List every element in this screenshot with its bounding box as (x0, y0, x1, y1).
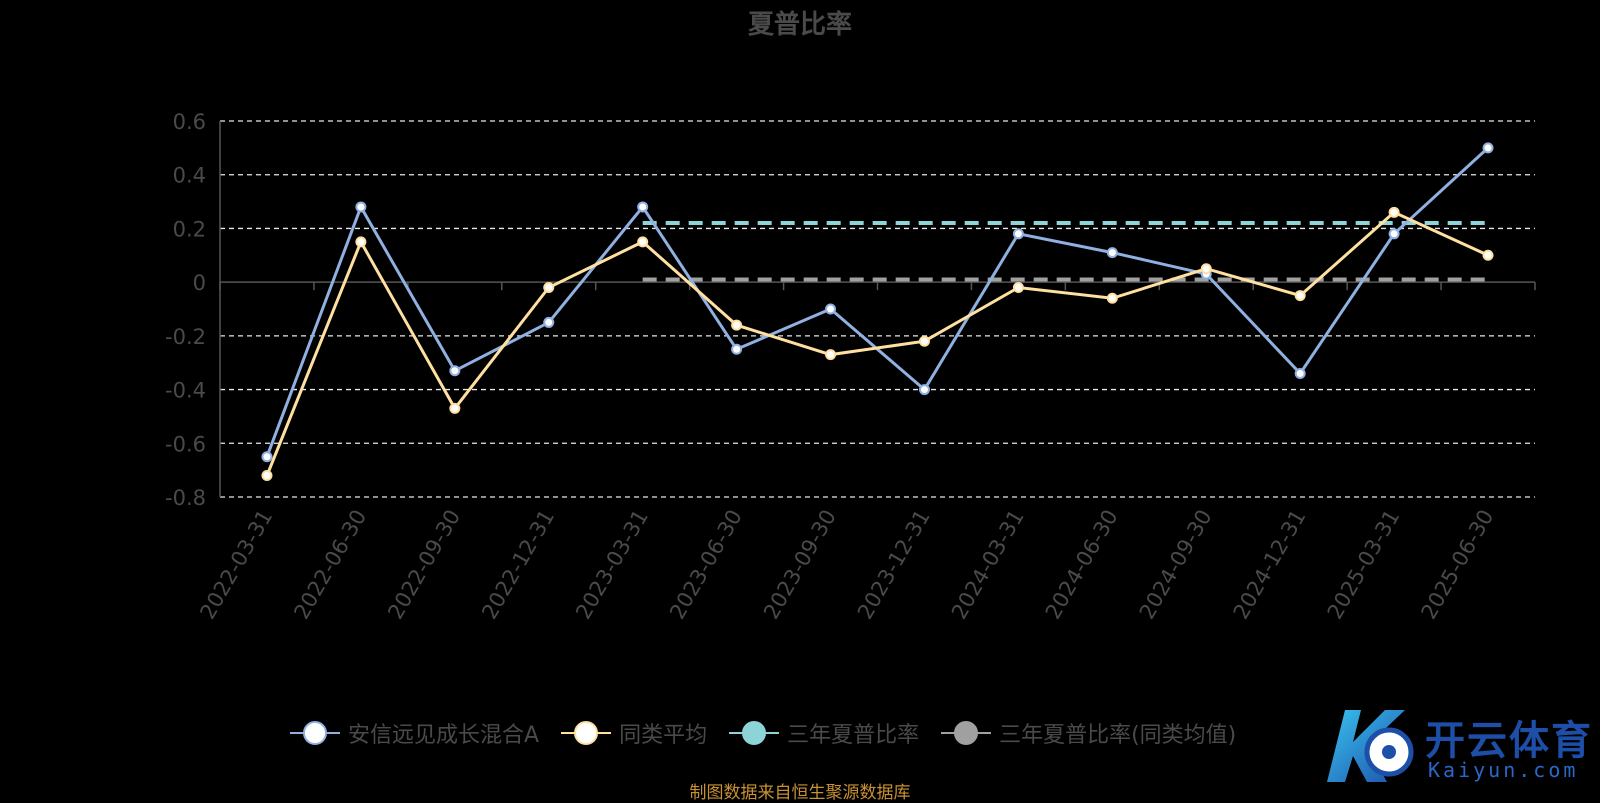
y-tick-label: 0.6 (173, 110, 206, 134)
data-point-0 (1012, 228, 1024, 240)
data-source-note: 制图数据来自恒生聚源数据库 (689, 783, 911, 803)
data-point-0 (261, 451, 273, 463)
data-point-0 (1482, 142, 1494, 154)
data-point-0 (355, 201, 367, 213)
logo-text: 开云体育 (1425, 718, 1593, 764)
data-point-1 (731, 319, 743, 331)
data-point-0 (543, 316, 555, 328)
data-point-1 (355, 236, 367, 248)
data-point-1 (449, 402, 461, 414)
kaiyun-logo: 开云体育 Kaiyun.com (1315, 700, 1595, 790)
data-point-1 (918, 335, 930, 347)
legend-item-three-year-sharpe-average[interactable]: 三年夏普比率(同类均值) (941, 717, 1236, 749)
legend-label-three-year-sharpe-average: 三年夏普比率(同类均值) (999, 723, 1237, 748)
data-point-1 (1388, 206, 1400, 218)
data-point-0 (1106, 247, 1118, 259)
series-line-1 (265, 210, 1489, 477)
x-tick-label: 2022-03-31 (195, 506, 277, 624)
logo-emblem-icon (1327, 710, 1414, 782)
x-tick-label: 2022-12-31 (477, 506, 559, 624)
y-tick-label: 0.4 (173, 164, 206, 188)
chart-legend: 安信远见成长混合A 同类平均 三年夏普比率 三年夏普比率(同类均值) (290, 717, 1258, 749)
y-tick-label: 0 (193, 271, 206, 295)
x-tick-label: 2023-12-31 (853, 506, 935, 624)
x-tick-label: 2022-06-30 (289, 506, 371, 624)
data-point-0 (825, 303, 837, 315)
x-tick-label: 2025-06-30 (1417, 506, 1499, 624)
y-tick-label: 0.2 (173, 217, 206, 241)
x-tick-label: 2024-06-30 (1041, 506, 1123, 624)
data-point-0 (637, 201, 649, 213)
data-point-1 (825, 349, 837, 361)
data-point-1 (1012, 282, 1024, 294)
chart-title: 夏普比率 (747, 10, 852, 40)
y-tick-label: -0.2 (165, 325, 206, 349)
y-tick-label: -0.8 (165, 486, 206, 510)
legend-label-category-average: 同类平均 (619, 723, 708, 748)
data-point-1 (1482, 249, 1494, 261)
y-tick-label: -0.4 (165, 379, 206, 403)
data-point-1 (1294, 290, 1306, 302)
x-tick-label: 2024-09-30 (1135, 506, 1217, 624)
data-point-1 (1200, 263, 1212, 275)
x-tick-label: 2023-06-30 (665, 506, 747, 624)
legend-item-category-average[interactable]: 同类平均 (561, 717, 707, 749)
x-tick-label: 2024-12-31 (1229, 506, 1311, 624)
x-tick-label: 2025-03-31 (1323, 506, 1405, 624)
data-point-1 (543, 282, 555, 294)
legend-label-three-year-sharpe: 三年夏普比率 (787, 723, 920, 748)
legend-item-three-year-sharpe[interactable]: 三年夏普比率 (729, 717, 919, 749)
logo-url: Kaiyun.com (1428, 758, 1579, 782)
data-point-0 (918, 384, 930, 396)
data-point-0 (1294, 367, 1306, 379)
data-point-0 (731, 343, 743, 355)
y-tick-label: -0.6 (165, 432, 206, 456)
x-tick-label: 2024-03-31 (947, 506, 1029, 624)
x-tick-label: 2023-09-30 (759, 506, 841, 624)
data-point-1 (261, 470, 273, 482)
legend-label-fund: 安信远见成长混合A (348, 723, 540, 748)
data-point-1 (637, 236, 649, 248)
legend-item-fund[interactable]: 安信远见成长混合A (290, 717, 539, 749)
x-tick-label: 2022-09-30 (383, 505, 465, 623)
data-point-0 (1388, 228, 1400, 240)
x-tick-label: 2023-03-31 (571, 506, 653, 624)
data-point-1 (1106, 292, 1118, 304)
data-point-0 (449, 365, 461, 377)
